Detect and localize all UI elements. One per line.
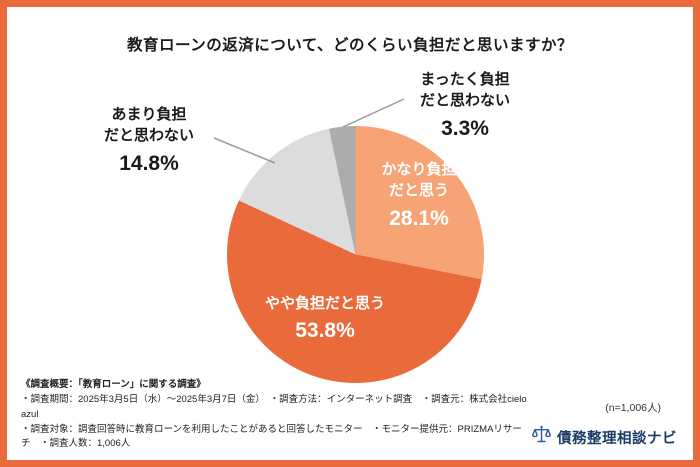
slice-label-text: だと思わない xyxy=(103,127,194,145)
brand-logo: 債務整理相談ナビ xyxy=(531,424,677,450)
survey-overview: 《調査概要：「教育ローン」に関する調査》 ・調査期間：2025年3月5日（水）～… xyxy=(21,378,541,452)
slice-label-text: あまり負担 xyxy=(111,106,187,123)
footer-line: ・調査期間：2025年3月5日（水）～2025年3月7日（金） ・調査方法：イン… xyxy=(21,394,527,420)
pie-chart xyxy=(227,126,484,383)
pie-label-yaya: やや負担だと思う 53.8% xyxy=(245,293,405,346)
scales-icon xyxy=(531,424,552,450)
slice-label-text: かなり負担 xyxy=(381,161,457,178)
slice-label-text: だと思う xyxy=(388,182,449,200)
logo-text: 債務整理相談ナビ xyxy=(557,430,677,447)
slice-percent: 28.1% xyxy=(389,206,449,230)
footer-line: ・調査対象：調査回答時に教育ローンを利用したことがあると回答したモニター ・モニ… xyxy=(21,423,522,450)
pie-label-mattaku: まったく負担 だと思わない 3.3% xyxy=(390,69,540,143)
slice-percent: 53.8% xyxy=(295,319,355,343)
slice-label-text: やや負担だと思う xyxy=(264,295,385,312)
slice-label-text: だと思わない xyxy=(419,92,510,110)
pie-label-amari: あまり負担 だと思わない 14.8% xyxy=(74,104,224,178)
slice-percent: 14.8% xyxy=(119,151,179,175)
slice-percent: 3.3% xyxy=(441,116,489,140)
sample-size-note: (n=1,006人) xyxy=(605,402,661,414)
pie-label-kanari: かなり負担 だと思う 28.1% xyxy=(359,159,479,233)
slice-label-text: まったく負担 xyxy=(420,71,510,88)
footer-line: 《調査概要：「教育ローン」に関する調査》 xyxy=(21,379,206,391)
chart-title: 教育ローンの返済について、どのくらい負担だと思いますか？ xyxy=(127,37,573,54)
